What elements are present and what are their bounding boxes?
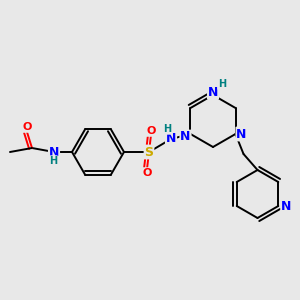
Text: H: H [49,156,57,166]
Text: N: N [166,133,176,146]
Text: N: N [281,200,292,212]
Text: O: O [142,168,152,178]
Text: S: S [145,146,154,158]
Text: N: N [49,146,59,158]
Text: O: O [146,126,156,136]
Text: N: N [208,85,218,98]
Text: N: N [236,128,247,140]
Text: O: O [22,122,32,132]
Text: H: H [163,124,171,134]
Text: H: H [218,79,226,89]
Text: N: N [180,130,191,143]
